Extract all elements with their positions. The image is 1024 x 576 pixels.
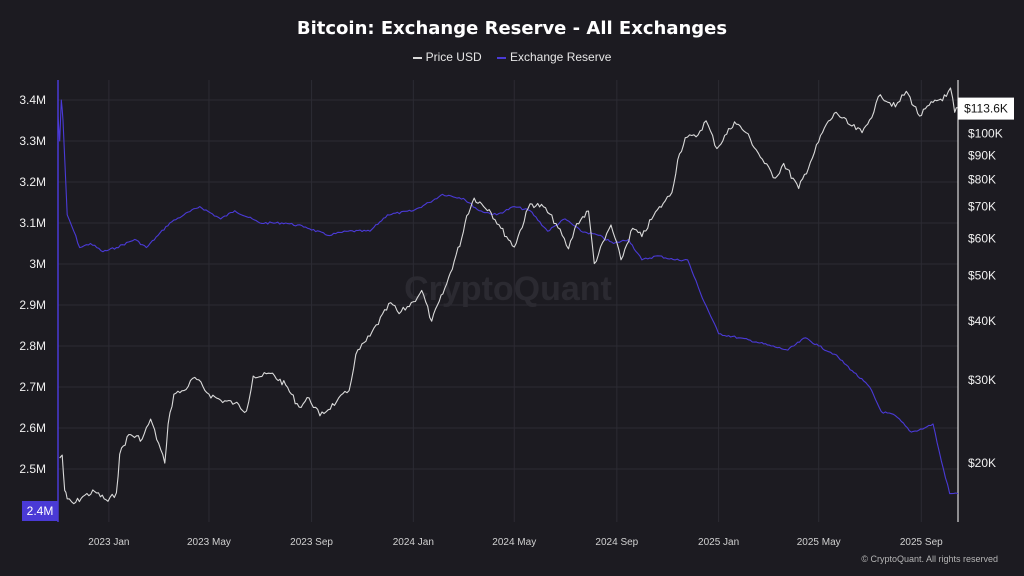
- x-axis-tick-label: 2025 Sep: [900, 537, 943, 548]
- copyright-text: © CryptoQuant. All rights reserved: [861, 554, 998, 564]
- legend-label-reserve: Exchange Reserve: [509, 50, 612, 64]
- x-axis-tick-label: 2024 May: [492, 537, 536, 548]
- legend-item-price[interactable]: Price USD: [412, 50, 482, 64]
- x-axis-tick-label: 2024 Sep: [595, 537, 638, 548]
- x-axis-tick-label: 2025 Jan: [698, 537, 739, 548]
- right-axis-tick-label: $70K: [968, 200, 996, 214]
- x-axis-tick-label: 2025 May: [797, 537, 841, 548]
- left-axis-tick-label: 3.2M: [19, 175, 46, 189]
- right-axis-tick-label: $40K: [968, 314, 996, 328]
- x-axis-tick-label: 2023 Jan: [88, 537, 129, 548]
- left-axis-tick-label: 2.5M: [19, 462, 46, 476]
- x-axis-tick-label: 2023 May: [187, 537, 231, 548]
- series-line-exchange-reserve: [57, 99, 959, 495]
- right-axis-tick-label: $60K: [968, 231, 996, 245]
- right-axis-tick-label: $80K: [968, 172, 996, 186]
- right-axis-tick-label: $30K: [968, 373, 996, 387]
- left-current-value-box: [22, 501, 58, 521]
- left-axis-tick-label: 3.3M: [19, 134, 46, 148]
- left-axis-tick-label: 2.8M: [19, 339, 46, 353]
- right-axis-tick-label: $50K: [968, 269, 996, 283]
- legend-label-price: Price USD: [425, 50, 482, 64]
- chart-title: Bitcoin: Exchange Reserve - All Exchange…: [296, 18, 728, 39]
- left-current-value-label: 2.4M: [27, 504, 54, 518]
- left-axis-tick-label: 2.9M: [19, 298, 46, 312]
- chart-legend: Price USD Exchange Reserve: [0, 50, 1024, 64]
- x-axis-tick-label: 2024 Jan: [393, 537, 434, 548]
- x-axis-tick-label: 2023 Sep: [290, 537, 333, 548]
- legend-item-reserve[interactable]: Exchange Reserve: [496, 50, 612, 64]
- reserve-swatch-icon: [496, 56, 506, 59]
- right-axis-tick-label: $20K: [968, 456, 996, 470]
- right-current-value-box: [958, 97, 1014, 120]
- watermark: CryptoQuant: [404, 270, 612, 308]
- left-axis-tick-label: 3.4M: [19, 93, 46, 107]
- left-axis-tick-label: 2.6M: [19, 421, 46, 435]
- right-current-value-label: $113.6K: [964, 102, 1008, 116]
- price-swatch-icon: [412, 56, 422, 59]
- right-axis-tick-label: $100K: [968, 127, 1003, 141]
- left-axis-tick-label: 3M: [29, 257, 46, 271]
- left-axis-tick-label: 3.1M: [19, 216, 46, 230]
- right-axis-tick-label: $90K: [968, 148, 996, 162]
- left-axis-tick-label: 2.7M: [19, 380, 46, 394]
- series-line-price-usd: [59, 87, 959, 505]
